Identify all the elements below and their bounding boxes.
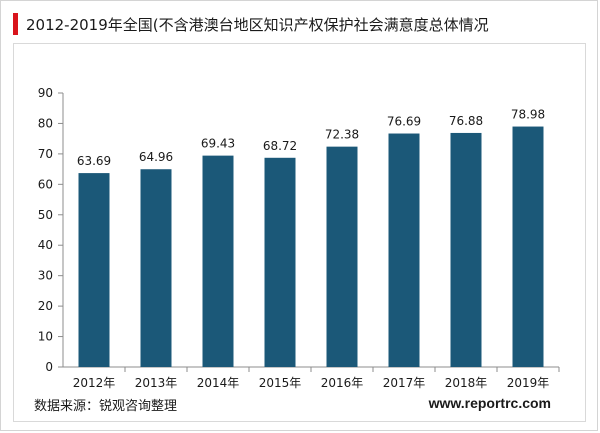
data-label: 78.98 — [511, 108, 545, 122]
data-label: 76.88 — [449, 114, 483, 128]
title-accent-bar — [13, 13, 18, 35]
x-tick-label: 2019年 — [507, 376, 550, 390]
x-tick-label: 2017年 — [383, 376, 426, 390]
y-tick-label: 40 — [38, 238, 53, 252]
y-tick-label: 50 — [38, 208, 53, 222]
bar — [78, 173, 110, 367]
bar — [388, 133, 420, 367]
data-label: 76.69 — [387, 115, 421, 129]
chart-title: 2012-2019年全国(不含港澳台地区知识产权保护社会满意度总体情况 — [26, 15, 489, 34]
data-label: 63.69 — [77, 154, 111, 168]
x-tick-label: 2012年 — [73, 376, 116, 390]
x-tick-label: 2018年 — [445, 376, 488, 390]
bar — [140, 169, 172, 367]
bar — [264, 157, 296, 367]
y-tick-label: 90 — [38, 86, 53, 100]
data-label: 69.43 — [201, 137, 235, 151]
x-tick-label: 2016年 — [321, 376, 364, 390]
y-tick-label: 80 — [38, 116, 53, 130]
title-bar: 2012-2019年全国(不含港澳台地区知识产权保护社会满意度总体情况 — [13, 11, 489, 37]
data-label: 72.38 — [325, 128, 359, 142]
y-tick-label: 0 — [45, 360, 53, 374]
y-tick-label: 20 — [38, 299, 53, 313]
bar — [450, 132, 482, 367]
data-label: 64.96 — [139, 150, 173, 164]
bar — [512, 126, 544, 367]
x-tick-label: 2015年 — [259, 376, 302, 390]
x-tick-label: 2014年 — [197, 376, 240, 390]
source-note: 数据来源：锐观咨询整理 — [34, 399, 178, 414]
bar — [326, 146, 358, 367]
bar — [202, 155, 234, 367]
x-tick-label: 2013年 — [135, 376, 178, 390]
data-label: 68.72 — [263, 139, 297, 153]
y-tick-label: 60 — [38, 177, 53, 191]
y-tick-label: 30 — [38, 269, 53, 283]
y-tick-label: 70 — [38, 147, 53, 161]
y-tick-label: 10 — [38, 330, 53, 344]
website-url: www.reportrc.com — [428, 395, 551, 411]
